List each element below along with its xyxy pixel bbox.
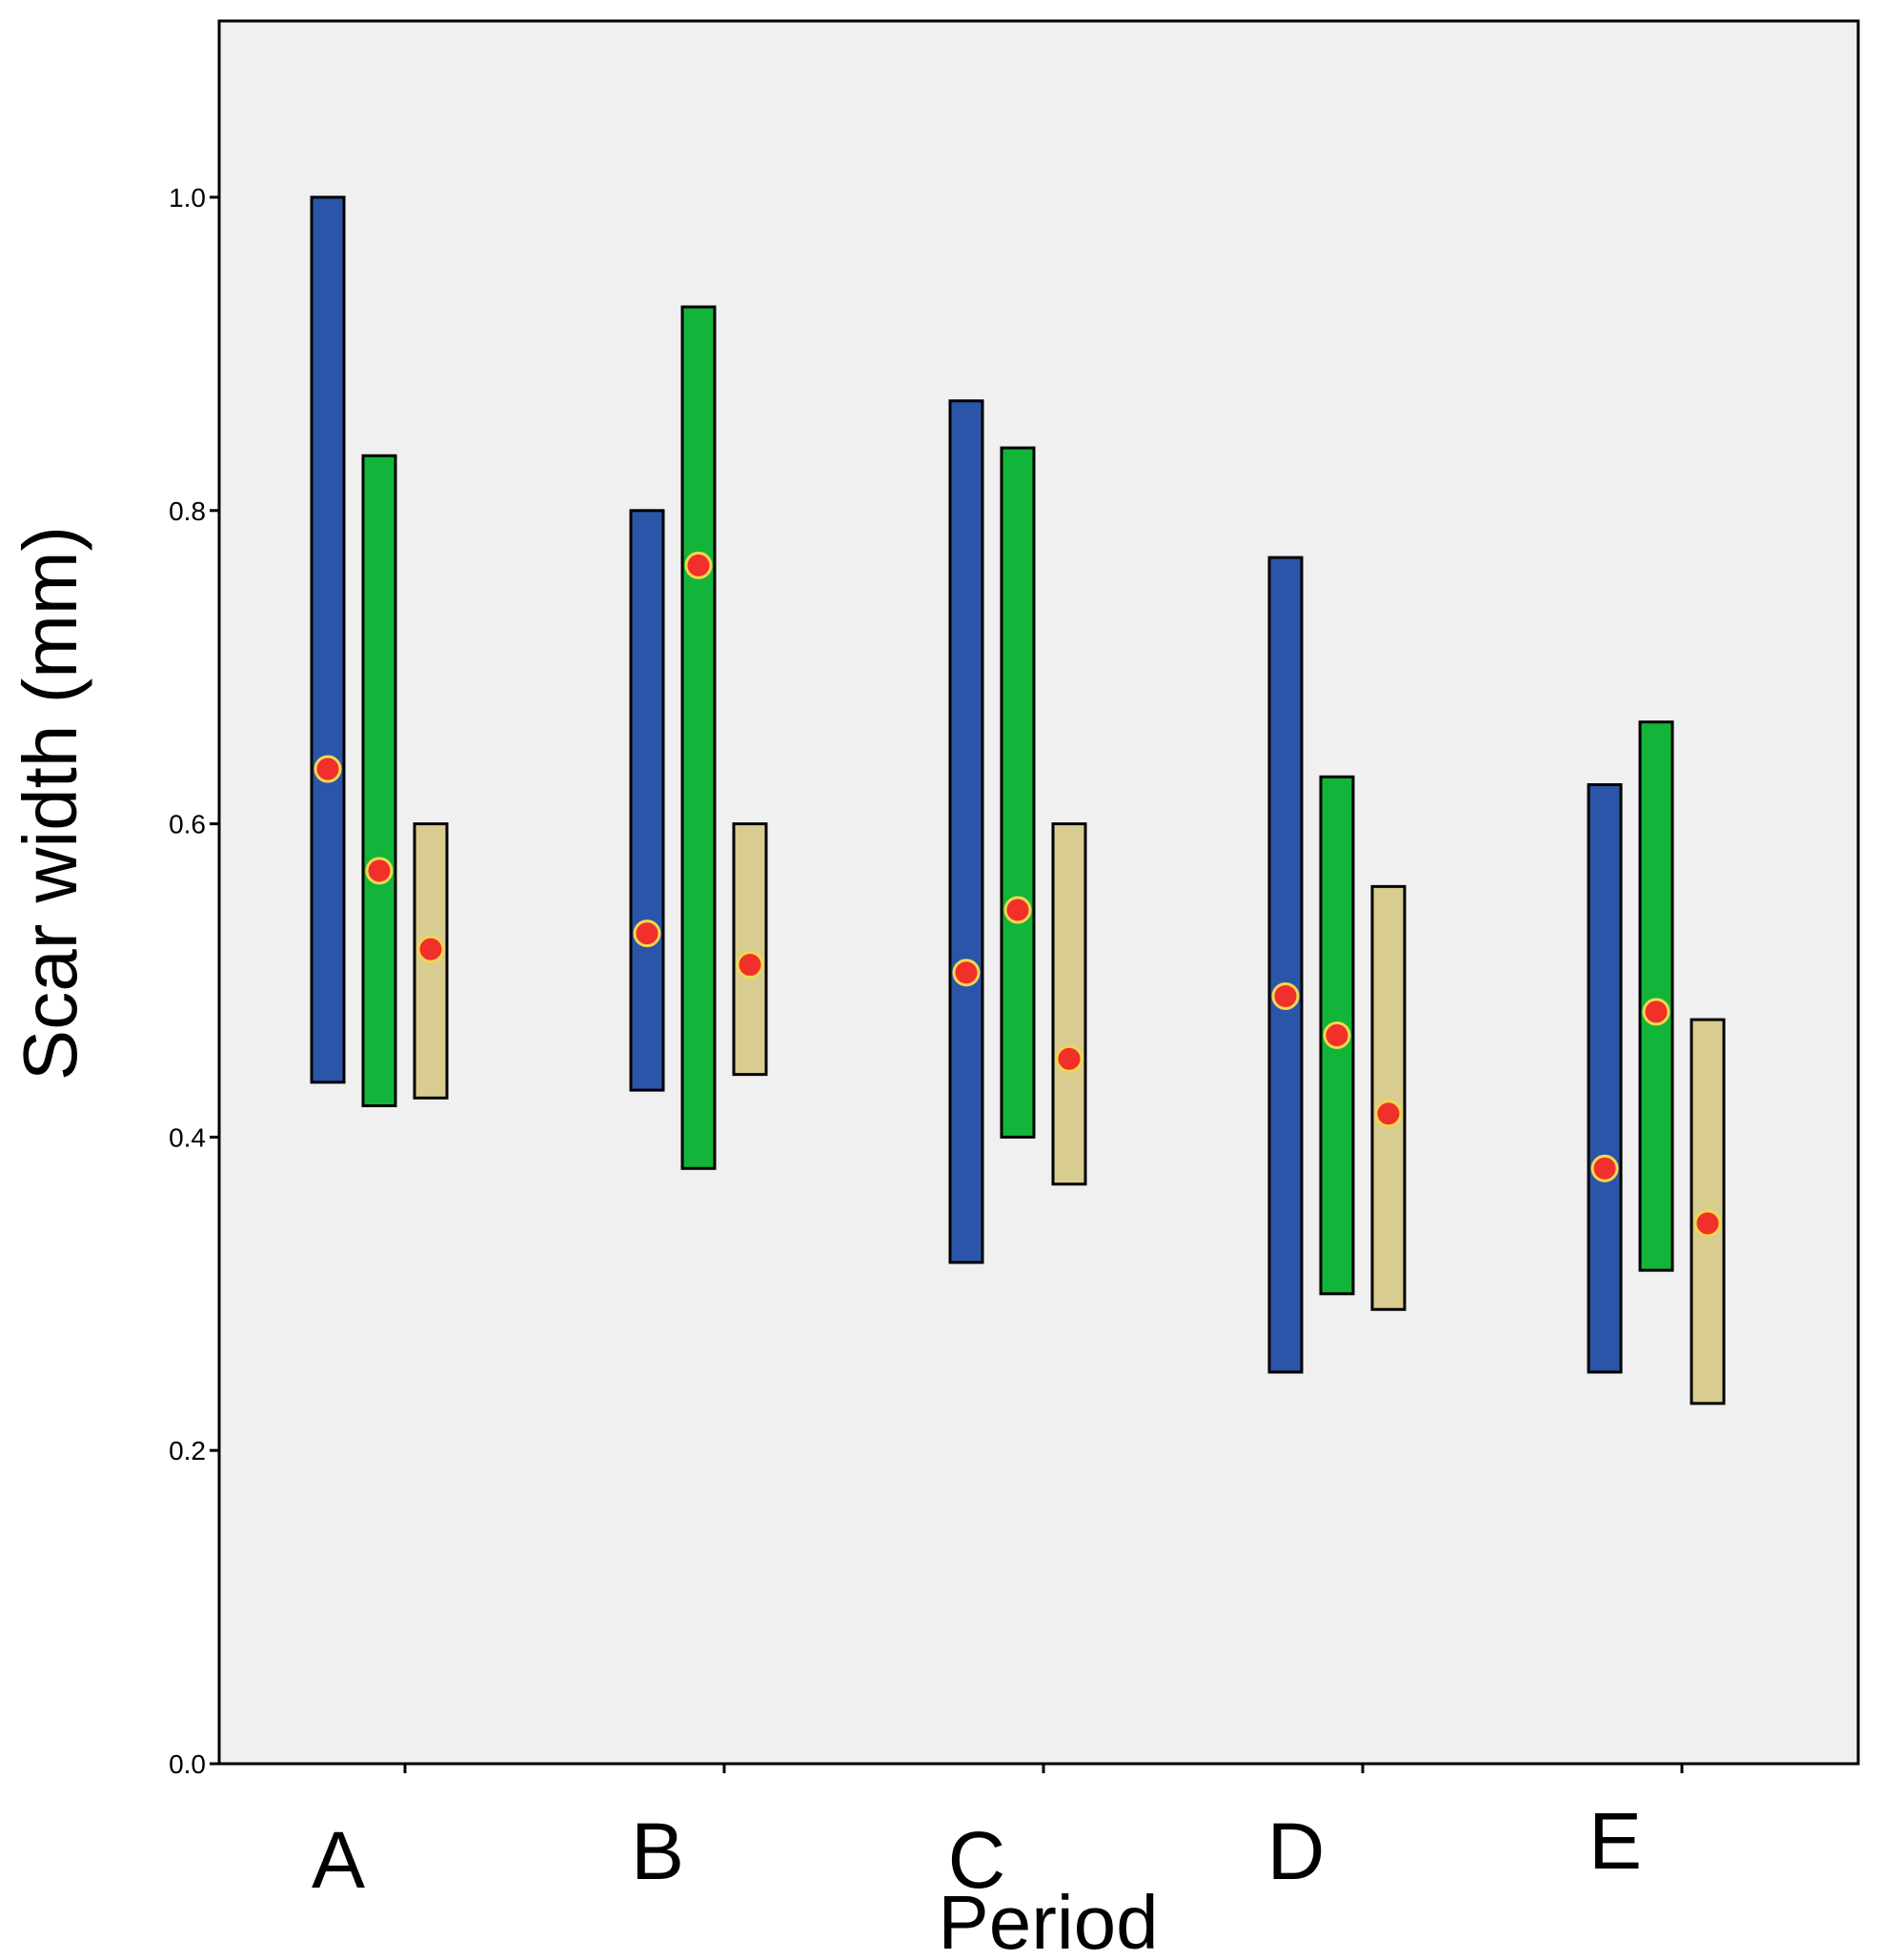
mean-marker-c-s3 — [1055, 1044, 1083, 1073]
x-tick-label-c: C — [948, 1815, 1006, 1905]
x-tick-label-e: E — [1589, 1796, 1642, 1886]
range-bar-a-s2 — [361, 454, 397, 1108]
plot-area — [217, 19, 1860, 1766]
range-bar-e-s2 — [1638, 720, 1674, 1272]
y-axis-title: Scar width (mm) — [8, 526, 92, 1081]
x-tick-label-a: A — [312, 1815, 365, 1905]
range-bar-d-s1 — [1267, 556, 1304, 1374]
mean-marker-d-s2 — [1323, 1021, 1351, 1050]
range-bar-a-s1 — [310, 195, 346, 1084]
x-tick-label-d: D — [1267, 1807, 1326, 1896]
range-bar-c-s1 — [948, 399, 984, 1264]
range-bar-c-s2 — [1000, 446, 1036, 1139]
mean-marker-b-s3 — [736, 951, 764, 980]
range-bars — [310, 195, 1726, 1405]
y-tick-label: 0.6 — [169, 810, 206, 839]
range-bar-d-s3 — [1370, 884, 1407, 1311]
mean-marker-a-s1 — [314, 755, 342, 783]
y-tick-label: 0.2 — [169, 1436, 206, 1465]
y-tick-label: 0.8 — [169, 496, 206, 526]
y-tick-label: 0.4 — [169, 1122, 206, 1152]
mean-marker-e-s3 — [1693, 1209, 1722, 1238]
mean-marker-e-s2 — [1642, 998, 1670, 1026]
mean-marker-d-s3 — [1374, 1100, 1403, 1128]
mean-marker-b-s2 — [684, 551, 713, 579]
mean-markers — [314, 551, 1722, 1238]
range-bar-e-s3 — [1690, 1018, 1726, 1405]
x-tick-label-b: B — [631, 1807, 684, 1896]
mean-marker-b-s1 — [633, 919, 661, 948]
mean-marker-c-s2 — [1003, 896, 1032, 924]
range-bar-b-s1 — [629, 509, 665, 1092]
range-bar-b-s3 — [732, 822, 768, 1077]
mean-marker-d-s1 — [1271, 981, 1300, 1010]
y-tick-label: 1.0 — [169, 183, 206, 212]
mean-marker-a-s3 — [416, 935, 445, 963]
mean-marker-c-s1 — [952, 959, 981, 987]
y-axis: 0.0 0.2 0.4 0.6 0.8 1.0 — [169, 183, 219, 1779]
mean-marker-a-s2 — [365, 857, 394, 885]
x-axis: A B C D E — [312, 1764, 1684, 1905]
y-tick-label: 0.0 — [169, 1749, 206, 1779]
range-bar-e-s1 — [1587, 783, 1623, 1374]
mean-marker-e-s1 — [1590, 1154, 1619, 1182]
range-bar-c-s3 — [1051, 822, 1087, 1186]
x-axis-title: Period — [938, 1880, 1158, 1960]
range-bar-b-s2 — [680, 305, 717, 1170]
